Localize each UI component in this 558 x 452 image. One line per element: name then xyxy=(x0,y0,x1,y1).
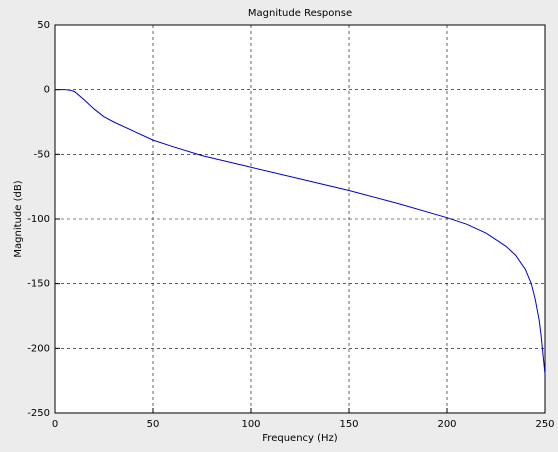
axes-box xyxy=(54,24,546,414)
y-tick-label: -100 xyxy=(27,214,50,225)
y-tick-label: 0 xyxy=(44,85,50,96)
x-tick-label: 100 xyxy=(241,419,260,430)
x-tick-label: 250 xyxy=(535,419,554,430)
x-axis-label: Frequency (Hz) xyxy=(262,433,338,444)
y-tick-label: -150 xyxy=(27,279,50,290)
chart-title: Magnitude Response xyxy=(248,8,352,19)
x-tick-label: 200 xyxy=(437,419,456,430)
x-tick-label: 0 xyxy=(52,419,58,430)
line-series xyxy=(55,89,546,375)
x-tick-label: 50 xyxy=(147,419,160,430)
y-tick-label: -250 xyxy=(27,408,50,419)
y-axis-label: Magnitude (dB) xyxy=(13,180,24,257)
x-tick-label: 150 xyxy=(339,419,358,430)
y-tick-label: 50 xyxy=(37,20,50,31)
y-tick-label: -200 xyxy=(27,343,50,354)
y-tick-label: -50 xyxy=(34,149,50,160)
